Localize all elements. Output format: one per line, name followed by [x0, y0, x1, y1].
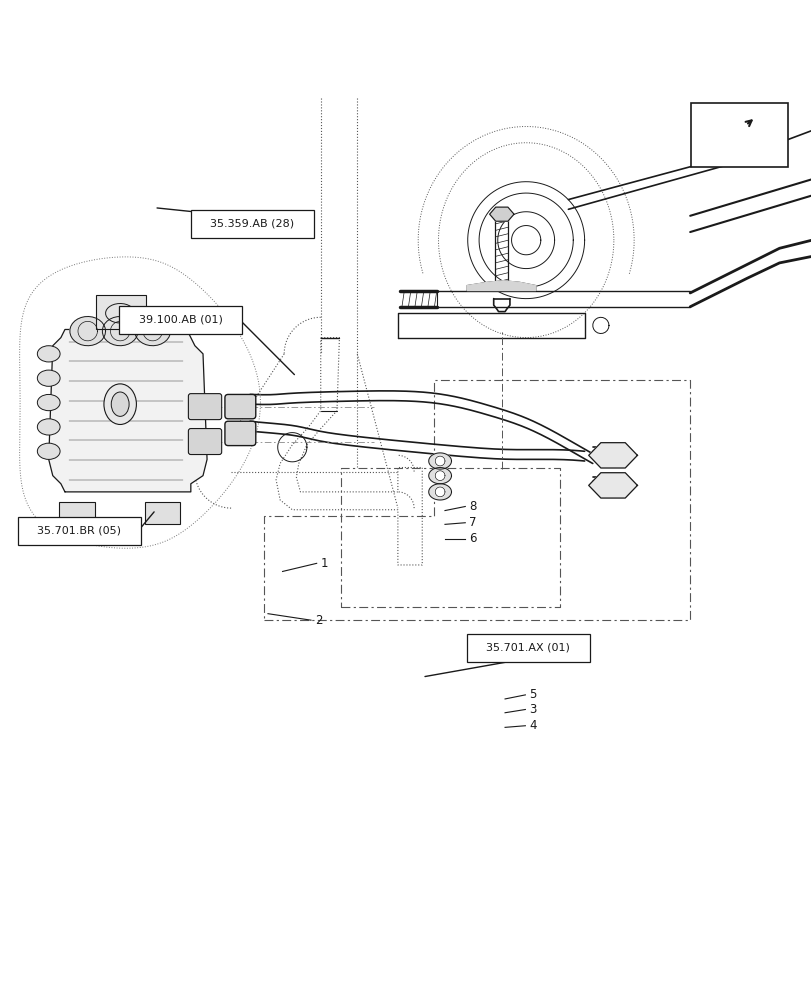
Polygon shape	[588, 473, 637, 498]
Ellipse shape	[111, 392, 129, 416]
FancyBboxPatch shape	[188, 429, 221, 455]
Text: 8: 8	[469, 500, 476, 513]
Text: 3: 3	[529, 703, 536, 716]
Text: 4: 4	[529, 719, 536, 732]
Text: 39.100.AB (01): 39.100.AB (01)	[139, 315, 222, 325]
Polygon shape	[70, 317, 105, 346]
Ellipse shape	[104, 384, 136, 424]
Polygon shape	[588, 443, 637, 468]
Polygon shape	[428, 484, 451, 500]
Text: 7: 7	[469, 516, 476, 529]
Text: 2: 2	[315, 614, 322, 627]
Polygon shape	[49, 329, 207, 492]
FancyBboxPatch shape	[225, 421, 255, 446]
Ellipse shape	[37, 394, 60, 411]
Text: 35.701.BR (05): 35.701.BR (05)	[37, 526, 121, 536]
Polygon shape	[489, 207, 513, 221]
Polygon shape	[135, 317, 170, 346]
Text: 5: 5	[529, 688, 536, 701]
FancyBboxPatch shape	[225, 394, 255, 419]
Text: 1: 1	[320, 557, 328, 570]
Polygon shape	[428, 453, 451, 469]
Polygon shape	[435, 456, 444, 466]
FancyBboxPatch shape	[188, 394, 221, 420]
FancyBboxPatch shape	[466, 634, 589, 662]
Text: 35.701.AX (01): 35.701.AX (01)	[486, 643, 569, 653]
Ellipse shape	[37, 443, 60, 459]
FancyBboxPatch shape	[96, 295, 146, 329]
FancyBboxPatch shape	[59, 502, 95, 524]
Text: 35.359.AB (28): 35.359.AB (28)	[210, 219, 294, 229]
FancyBboxPatch shape	[690, 103, 787, 167]
FancyBboxPatch shape	[191, 210, 313, 238]
Polygon shape	[466, 281, 535, 291]
Ellipse shape	[37, 346, 60, 362]
FancyBboxPatch shape	[18, 517, 140, 545]
Polygon shape	[435, 487, 444, 497]
Polygon shape	[435, 471, 444, 481]
FancyBboxPatch shape	[144, 502, 180, 524]
Ellipse shape	[37, 370, 60, 386]
Ellipse shape	[37, 419, 60, 435]
FancyBboxPatch shape	[119, 306, 242, 334]
Text: 6: 6	[469, 532, 476, 545]
Polygon shape	[102, 317, 138, 346]
Polygon shape	[428, 468, 451, 484]
